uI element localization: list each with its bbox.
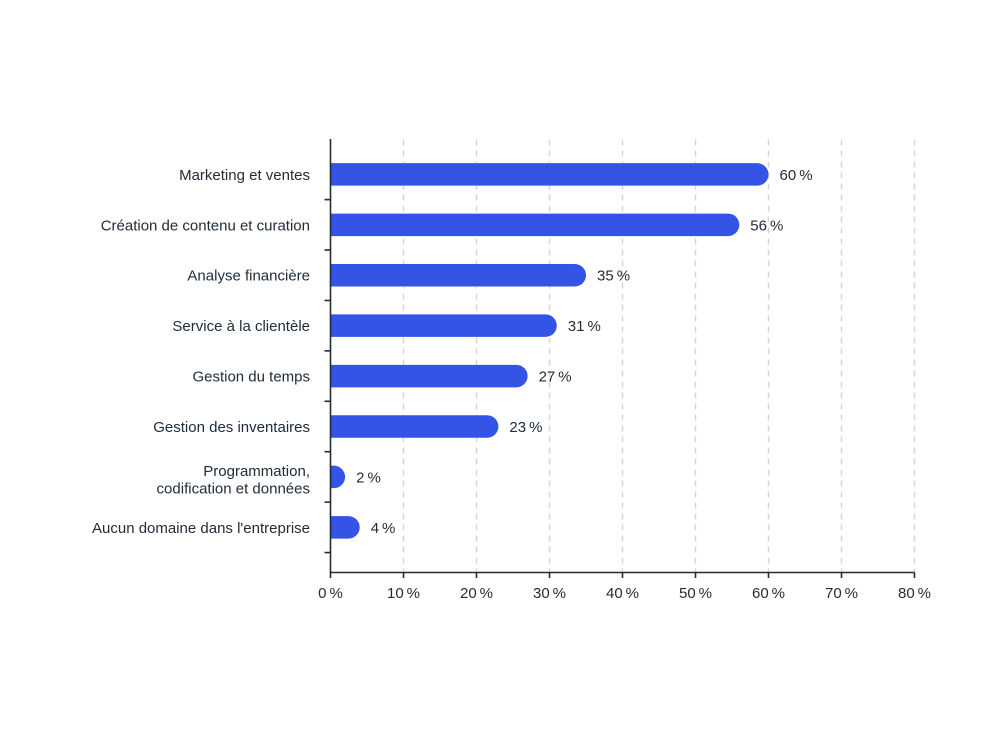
svg-text:70 %: 70 % [825,585,858,602]
svg-text:56 %: 56 % [750,217,783,234]
svg-text:30 %: 30 % [533,585,566,602]
svg-text:4 %: 4 % [371,520,396,537]
svg-text:Analyse financière: Analyse financière [187,268,310,285]
svg-text:Création de contenu et curatio: Création de contenu et curation [101,217,310,234]
svg-text:codification et données: codification et données [157,480,310,497]
svg-text:Gestion du temps: Gestion du temps [192,369,310,386]
svg-text:35 %: 35 % [597,268,630,285]
svg-text:60 %: 60 % [780,167,813,184]
svg-text:0 %: 0 % [318,585,343,602]
svg-text:Marketing et ventes: Marketing et ventes [179,167,310,184]
svg-text:20 %: 20 % [460,585,493,602]
svg-text:60 %: 60 % [752,585,785,602]
svg-text:27 %: 27 % [539,369,572,386]
svg-text:Gestion des inventaires: Gestion des inventaires [153,419,310,436]
svg-text:50 %: 50 % [679,585,712,602]
svg-text:Programmation,: Programmation, [203,463,310,480]
svg-text:80 %: 80 % [898,585,931,602]
svg-text:10 %: 10 % [387,585,420,602]
svg-text:23 %: 23 % [509,419,542,436]
svg-text:2 %: 2 % [356,469,381,486]
svg-text:Service à la clientèle: Service à la clientèle [172,318,310,335]
svg-text:31 %: 31 % [568,318,601,335]
svg-text:40 %: 40 % [606,585,639,602]
svg-text:Aucun domaine dans l'entrepris: Aucun domaine dans l'entreprise [92,520,310,537]
